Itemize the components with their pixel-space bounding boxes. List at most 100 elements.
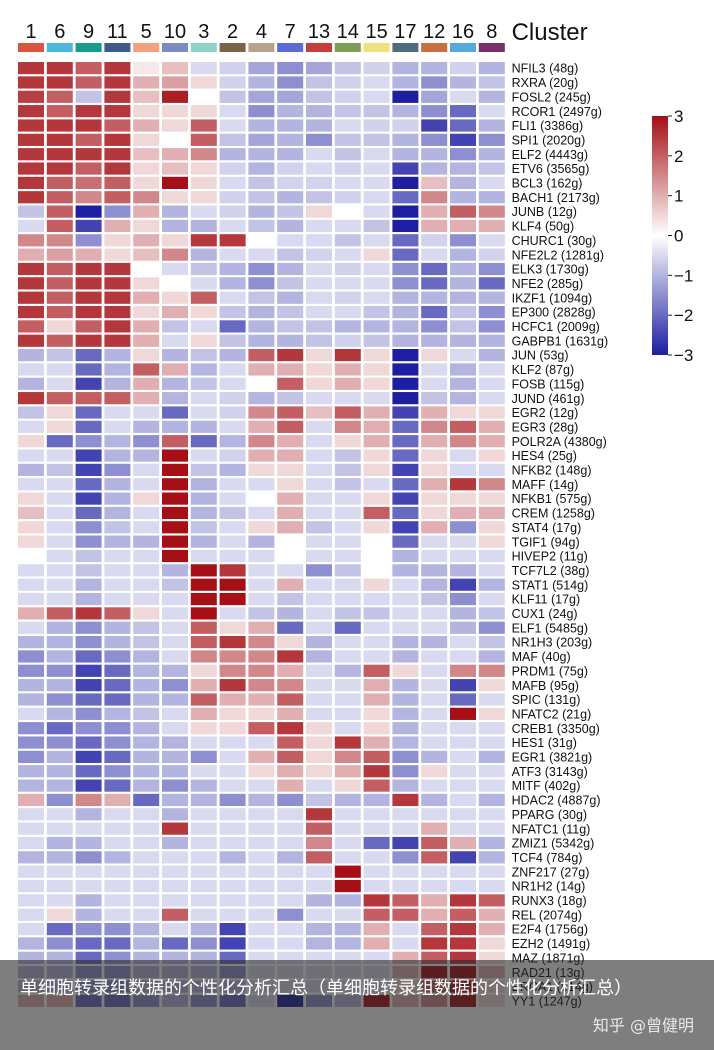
heatmap-cell: [421, 291, 448, 304]
heatmap-cell: [248, 105, 275, 118]
heatmap-cell: [162, 836, 188, 850]
heatmap-cell: [75, 937, 102, 950]
heatmap-cell: [334, 349, 361, 362]
heatmap-cell: [363, 722, 390, 735]
heatmap-cell: [363, 90, 390, 103]
heatmap-cell: [306, 62, 332, 75]
heatmap-cell: [46, 90, 73, 103]
heatmap-cell: [478, 435, 505, 448]
heatmap-cell: [75, 219, 102, 233]
heatmap-cell: [46, 836, 73, 850]
heatmap-cell: [18, 765, 44, 778]
row-label: EZH2 (1491g): [512, 937, 591, 951]
heatmap-cell: [46, 693, 73, 706]
heatmap-cell: [190, 535, 217, 548]
heatmap-cell: [306, 76, 332, 89]
heatmap-cell: [450, 105, 476, 118]
heatmap-cell: [306, 621, 332, 634]
heatmap-cell: [162, 894, 188, 907]
row-label: HCFC1 (2009g): [512, 320, 600, 334]
heatmap-cell: [18, 722, 44, 735]
heatmap-cell: [46, 463, 73, 476]
heatmap-cell: [334, 320, 361, 333]
heatmap-cell: [421, 148, 448, 161]
row-label: JUND (461g): [512, 392, 585, 406]
heatmap-cell: [162, 262, 188, 276]
heatmap-cell: [219, 578, 246, 591]
heatmap-cell: [421, 62, 448, 75]
cluster-header-13: 13: [308, 21, 330, 43]
heatmap-cell: [392, 492, 419, 505]
heatmap-cell: [421, 506, 448, 520]
heatmap-cell: [162, 320, 188, 333]
heatmap-cell: [190, 492, 217, 505]
heatmap-cell: [306, 779, 332, 792]
cluster-header-14: 14: [337, 21, 359, 43]
heatmap-cell: [277, 133, 304, 146]
heatmap-cell: [450, 90, 476, 103]
heatmap-cell: [133, 851, 160, 864]
heatmap-cell: [450, 923, 476, 936]
heatmap-cell: [363, 320, 390, 333]
heatmap-cell: [478, 119, 505, 132]
heatmap-cell: [104, 119, 131, 132]
heatmap-cell: [277, 349, 304, 362]
heatmap-cell: [306, 119, 332, 132]
row-label: CUX1 (24g): [512, 607, 578, 621]
heatmap-cell: [306, 435, 332, 448]
heatmap-cell: [190, 392, 217, 405]
heatmap-cell: [219, 549, 246, 563]
heatmap-cell: [219, 219, 246, 233]
heatmap-cell: [162, 879, 188, 893]
heatmap-cell: [478, 865, 505, 878]
heatmap-cell: [18, 62, 44, 75]
heatmap-cell: [133, 722, 160, 735]
heatmap-cell: [392, 248, 419, 261]
heatmap-cell: [478, 836, 505, 850]
heatmap-cell: [334, 521, 361, 534]
heatmap-cell: [363, 492, 390, 505]
heatmap-cell: [104, 535, 131, 548]
heatmap-cell: [248, 693, 275, 706]
heatmap-cell: [162, 420, 188, 433]
heatmap-cell: [306, 305, 332, 319]
heatmap-cell: [306, 334, 332, 347]
heatmap-cell: [478, 363, 505, 376]
heatmap-cell: [46, 779, 73, 792]
heatmap-cell: [133, 707, 160, 720]
heatmap-cell: [478, 406, 505, 419]
heatmap-cell: [277, 879, 304, 893]
heatmap-cell: [219, 851, 246, 864]
heatmap-cell: [277, 291, 304, 304]
heatmap-cell: [306, 234, 332, 247]
heatmap-cell: [162, 349, 188, 362]
heatmap-cell: [277, 334, 304, 347]
heatmap-cell: [478, 334, 505, 347]
heatmap-cell: [363, 205, 390, 218]
heatmap-cell: [18, 291, 44, 304]
heatmap-cell: [306, 836, 332, 850]
heatmap-cell: [133, 908, 160, 921]
heatmap-cell: [18, 679, 44, 692]
heatmap-cell: [478, 449, 505, 462]
row-label: NFATC1 (11g): [512, 822, 591, 836]
heatmap-cell: [46, 492, 73, 505]
heatmap-cell: [104, 463, 131, 476]
heatmap-cell: [277, 851, 304, 864]
heatmap-cell: [450, 262, 476, 276]
heatmap-cell: [162, 750, 188, 763]
heatmap-cell: [75, 923, 102, 936]
row-label: PRDM1 (75g): [512, 664, 588, 678]
heatmap-cell: [162, 449, 188, 462]
heatmap-cell: [162, 119, 188, 132]
heatmap-cell: [75, 320, 102, 333]
heatmap-cell: [104, 349, 131, 362]
heatmap-cell: [46, 105, 73, 118]
row-label: MAFB (95g): [512, 679, 579, 693]
heatmap-cell: [104, 836, 131, 850]
heatmap-cell: [46, 420, 73, 433]
heatmap-cell: [478, 62, 505, 75]
heatmap-cell: [450, 420, 476, 433]
heatmap-cell: [306, 521, 332, 534]
heatmap-cell: [133, 679, 160, 692]
